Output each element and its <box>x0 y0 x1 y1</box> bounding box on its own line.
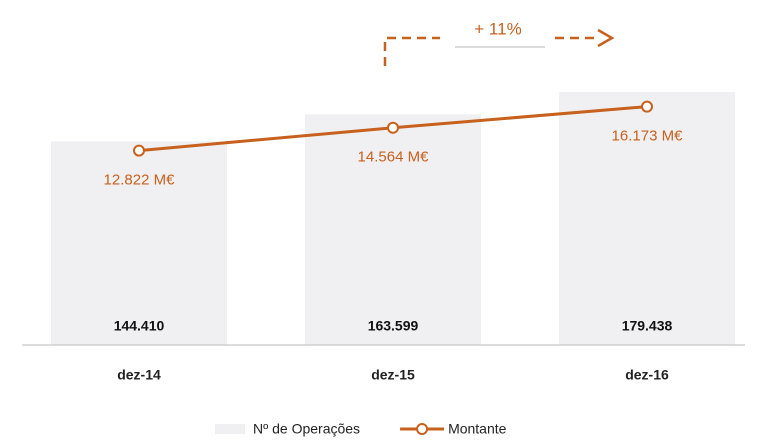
bar <box>559 91 735 345</box>
line-value-label: 16.173 M€ <box>612 128 684 145</box>
annotation-bracket <box>383 36 440 66</box>
x-tick-label: dez-16 <box>625 367 669 383</box>
bar <box>305 114 481 345</box>
bar-value-label: 144.410 <box>114 318 165 334</box>
x-tick-label: dez-15 <box>371 367 415 383</box>
line-marker <box>641 100 653 113</box>
x-tick-label: dez-14 <box>117 367 161 383</box>
line-value-label: 14.564 M€ <box>358 149 430 166</box>
legend-swatch-marker <box>416 423 429 435</box>
bar-value-label: 179.438 <box>622 318 673 334</box>
line-marker <box>133 144 145 157</box>
legend-swatch <box>215 424 245 434</box>
legend: Nº de Operações Montante <box>215 421 507 437</box>
growth-annotation: + 11% <box>383 19 615 66</box>
bar <box>51 141 227 345</box>
legend-label: Montante <box>448 421 507 437</box>
annotation-text: + 11% <box>474 19 521 38</box>
line-value-label: 12.822 M€ <box>104 172 176 189</box>
line-marker <box>387 121 399 134</box>
annotation-arrow-head <box>597 28 615 48</box>
legend-label: Nº de Operações <box>253 421 360 437</box>
bar-value-label: 163.599 <box>368 318 419 334</box>
